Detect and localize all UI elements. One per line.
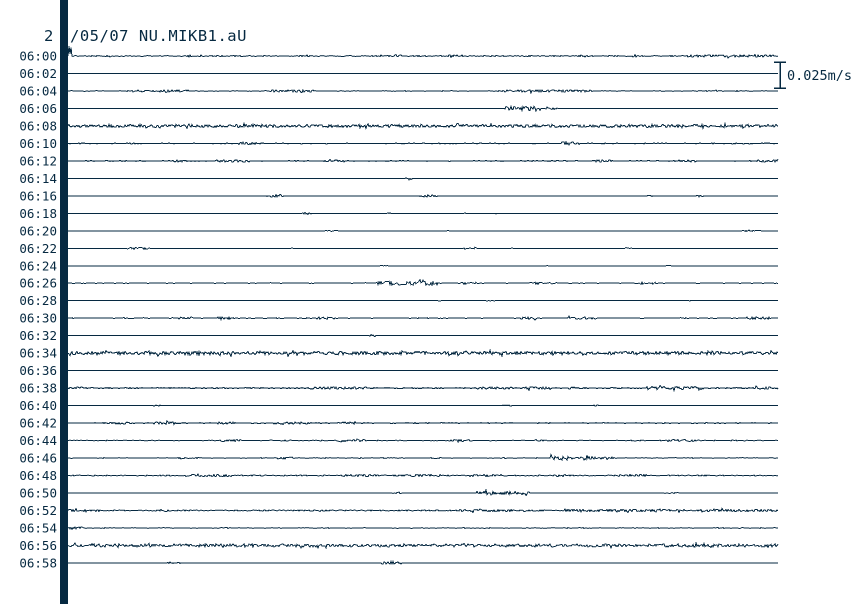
trace-06:22[interactable]	[68, 246, 778, 251]
time-label: 06:36	[19, 363, 57, 378]
time-label: 06:50	[19, 486, 57, 501]
trace-06:38[interactable]	[67, 384, 779, 393]
time-label: 06:48	[19, 468, 57, 483]
trace-06:10[interactable]	[68, 140, 778, 147]
trace-06:32[interactable]	[68, 333, 778, 338]
trace-06:06[interactable]	[68, 104, 778, 113]
time-label: 06:32	[19, 328, 57, 343]
trace-06:54[interactable]	[67, 525, 778, 531]
time-label: 06:30	[19, 311, 57, 326]
trace-06:08[interactable]	[67, 121, 779, 131]
time-label: 06:02	[19, 66, 57, 81]
time-label: 06:14	[19, 171, 57, 186]
time-label: 06:28	[19, 293, 57, 308]
trace-06:00[interactable]	[67, 45, 779, 59]
time-label: 06:20	[19, 223, 57, 238]
amplitude-scale-label: 0.025m/s	[787, 68, 852, 84]
trace-06:44[interactable]	[68, 438, 778, 444]
trace-06:40[interactable]	[68, 404, 778, 407]
time-label: 06:10	[19, 136, 57, 151]
trace-06:24[interactable]	[68, 264, 778, 267]
time-label: 06:58	[19, 555, 57, 570]
time-label: 06:04	[19, 84, 57, 99]
plot-title-date-prefix: 2	[44, 27, 54, 45]
time-label: 06:46	[19, 451, 57, 466]
time-label: 06:24	[19, 258, 57, 273]
time-label: 06:12	[19, 153, 57, 168]
trace-06:12[interactable]	[68, 158, 779, 163]
time-label: 06:42	[19, 416, 57, 431]
time-label: 06:06	[19, 101, 57, 116]
time-label: 06:38	[19, 381, 57, 396]
trace-06:14[interactable]	[68, 177, 778, 181]
trace-06:28[interactable]	[68, 299, 778, 302]
time-label: 06:26	[19, 276, 57, 291]
trace-06:42[interactable]	[68, 420, 778, 426]
trace-06:56[interactable]	[67, 541, 779, 550]
time-label: 06:00	[19, 49, 57, 64]
plot-title: /05/07 NU.MIKB1.aU	[70, 27, 247, 45]
time-label: 06:22	[19, 241, 57, 256]
amplitude-scale-bracket	[774, 61, 786, 89]
trace-06:50[interactable]	[68, 488, 778, 497]
time-label: 06:08	[19, 118, 57, 133]
trace-06:46[interactable]	[68, 452, 778, 462]
time-label-group: 06:00 06:02 06:04 06:06 06:08 06:10 06:12 06:14…	[19, 49, 57, 571]
trace-06:20[interactable]	[68, 229, 778, 232]
clipped-spike-bar	[60, 0, 68, 604]
trace-06:52[interactable]	[67, 507, 779, 514]
trace-06:48[interactable]	[68, 473, 779, 478]
trace-06:26[interactable]	[67, 278, 779, 287]
trace-06:58[interactable]	[68, 560, 778, 566]
time-label: 06:52	[19, 503, 57, 518]
time-label: 06:16	[19, 188, 57, 203]
time-label: 06:18	[19, 206, 57, 221]
time-label: 06:40	[19, 398, 57, 413]
time-label: 06:56	[19, 538, 57, 553]
time-label: 06:44	[19, 433, 57, 448]
trace-06:16[interactable]	[68, 193, 778, 198]
trace-group	[67, 45, 779, 566]
time-label: 06:54	[19, 521, 57, 536]
trace-06:30[interactable]	[68, 315, 778, 322]
trace-06:04[interactable]	[68, 88, 778, 95]
trace-06:18[interactable]	[68, 211, 778, 216]
time-label: 06:34	[19, 346, 57, 361]
trace-06:34[interactable]	[67, 348, 779, 358]
